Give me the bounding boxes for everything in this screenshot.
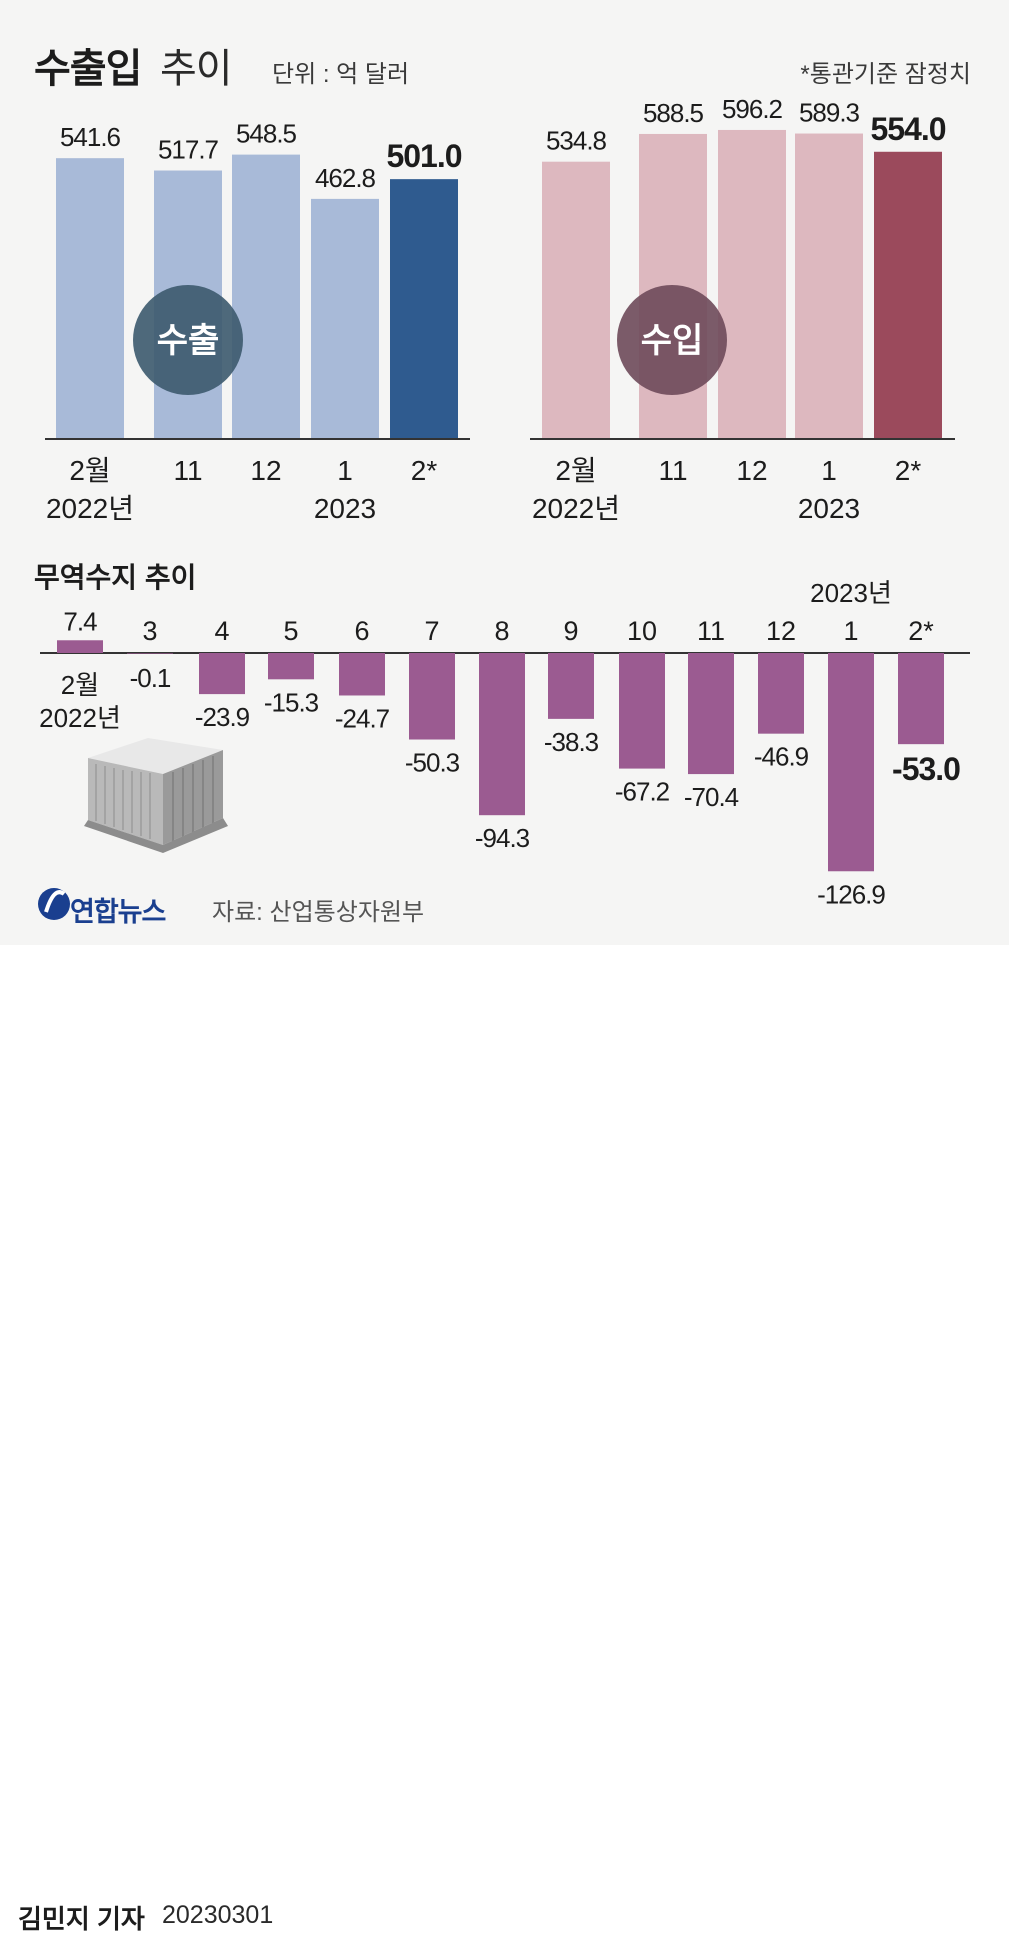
balance-value-label: -38.3 bbox=[544, 727, 599, 757]
export-bar bbox=[311, 198, 379, 438]
balance-value-label: -50.3 bbox=[405, 748, 460, 778]
balance-value-label: 7.4 bbox=[63, 606, 97, 636]
balance-tick-label: 2월 bbox=[61, 670, 99, 700]
export-value-label: 462.8 bbox=[315, 163, 376, 193]
import-value-label: 589.3 bbox=[799, 98, 860, 128]
export-badge-label: 수출 bbox=[157, 322, 220, 360]
import-badge-label: 수입 bbox=[641, 322, 704, 360]
page-subtitle: 추이 bbox=[160, 47, 233, 91]
balance-bar bbox=[199, 653, 245, 695]
page-title: 수출입 bbox=[34, 47, 142, 91]
export-tick-label: 2* bbox=[411, 455, 438, 486]
balance-value-label: -46.9 bbox=[754, 742, 809, 772]
export-tick-label: 11 bbox=[173, 455, 202, 486]
import-tick-label: 12 bbox=[736, 455, 767, 486]
balance-tick-label: 2* bbox=[908, 616, 934, 646]
import-bar bbox=[795, 133, 863, 439]
reporter-name: 김민지 기자 bbox=[18, 1904, 145, 1934]
balance-tick-label: 12 bbox=[766, 616, 796, 646]
balance-year-label: 2023년 bbox=[810, 578, 892, 608]
import-value-label: 534.8 bbox=[546, 126, 607, 156]
export-value-label: 541.6 bbox=[60, 122, 121, 152]
import-value-label: 596.2 bbox=[722, 94, 783, 124]
trade-balance-chart: 7.4 3 -0.1 4 -23.9 5 -15.3 6 -24.7 7 -50.3 8 -94.3 9 -… bbox=[39, 578, 970, 909]
balance-value-label: -94.3 bbox=[475, 823, 530, 853]
balance-bar bbox=[688, 653, 734, 775]
balance-bar bbox=[479, 653, 525, 816]
import-tick-label: 1 bbox=[821, 455, 837, 486]
balance-bar bbox=[339, 653, 385, 696]
export-bar bbox=[56, 158, 124, 438]
balance-tick-label: 5 bbox=[283, 616, 298, 646]
import-year-label: 2023 bbox=[798, 493, 860, 524]
import-badge bbox=[617, 285, 727, 395]
balance-tick-label: 4 bbox=[214, 616, 229, 646]
balance-value-label: -70.4 bbox=[684, 782, 739, 812]
balance-tick-label: 3 bbox=[142, 616, 157, 646]
balance-tick-label: 8 bbox=[494, 616, 509, 646]
import-value-label: 588.5 bbox=[643, 98, 704, 128]
balance-value-label: -23.9 bbox=[195, 702, 250, 732]
yonhap-logo-text: 연합뉴스 bbox=[70, 897, 166, 927]
balance-bar bbox=[57, 640, 103, 653]
yonhap-logo-icon bbox=[38, 888, 70, 920]
balance-bar bbox=[828, 653, 874, 872]
balance-bar bbox=[409, 653, 455, 740]
export-value-label: 517.7 bbox=[158, 135, 219, 165]
export-year-label: 2023 bbox=[314, 493, 376, 524]
provisional-note: *통관기준 잠정치 bbox=[800, 61, 971, 88]
balance-tick-label: 6 bbox=[354, 616, 369, 646]
source-label: 자료: 산업통상자원부 bbox=[212, 899, 425, 926]
balance-value-label: -126.9 bbox=[817, 879, 885, 909]
balance-bar bbox=[548, 653, 594, 719]
trade-balance-title: 무역수지 추이 bbox=[34, 562, 197, 593]
export-chart: 541.6 2월 2022년 517.7 11 548.5 12 462.8 1 2023 501.… bbox=[45, 119, 470, 524]
unit-label: 단위 : 억 달러 bbox=[272, 61, 410, 88]
main-panel: 수출입 추이 단위 : 억 달러 *통관기준 잠정치 541.6 2월 2022년 5… bbox=[0, 0, 1009, 945]
balance-value-label: -67.2 bbox=[615, 777, 670, 807]
export-badge bbox=[133, 285, 243, 395]
export-value-label: 548.5 bbox=[236, 119, 297, 149]
import-tick-label: 2월 bbox=[555, 455, 596, 486]
balance-value-label: -0.1 bbox=[130, 663, 171, 693]
import-bar bbox=[718, 129, 786, 439]
export-bar bbox=[232, 154, 300, 438]
balance-tick-label: 11 bbox=[697, 616, 725, 646]
balance-tick-label: 10 bbox=[627, 616, 657, 646]
import-value-label: 554.0 bbox=[870, 111, 945, 147]
export-tick-label: 1 bbox=[337, 455, 353, 486]
balance-value-label: -24.7 bbox=[335, 703, 390, 733]
import-year-label: 2022년 bbox=[532, 493, 620, 524]
balance-value-label: -15.3 bbox=[264, 687, 319, 717]
balance-value-label: -53.0 bbox=[892, 751, 960, 787]
container-icon bbox=[84, 738, 228, 853]
import-bar bbox=[874, 151, 942, 438]
import-bar bbox=[542, 161, 610, 439]
import-tick-label: 2* bbox=[895, 455, 922, 486]
balance-bar bbox=[127, 653, 173, 654]
import-tick-label: 11 bbox=[658, 455, 687, 486]
footer: 김민지 기자 20230301 bbox=[0, 945, 1009, 1934]
import-chart: 534.8 2월 2022년 588.5 11 596.2 12 589.3 1 2023 554.… bbox=[530, 94, 955, 524]
balance-bar bbox=[619, 653, 665, 769]
balance-bar bbox=[758, 653, 804, 734]
balance-tick-label: 9 bbox=[563, 616, 578, 646]
export-tick-label: 2월 bbox=[69, 455, 110, 486]
export-value-label: 501.0 bbox=[386, 138, 461, 174]
export-bar bbox=[390, 179, 458, 438]
export-tick-label: 12 bbox=[250, 455, 281, 486]
balance-tick-label: 7 bbox=[424, 616, 439, 646]
balance-bar bbox=[898, 653, 944, 745]
balance-year-label: 2022년 bbox=[39, 703, 121, 733]
export-year-label: 2022년 bbox=[46, 493, 134, 524]
balance-tick-label: 1 bbox=[843, 616, 858, 646]
publish-date: 20230301 bbox=[162, 1901, 274, 1929]
balance-bar bbox=[268, 653, 314, 680]
